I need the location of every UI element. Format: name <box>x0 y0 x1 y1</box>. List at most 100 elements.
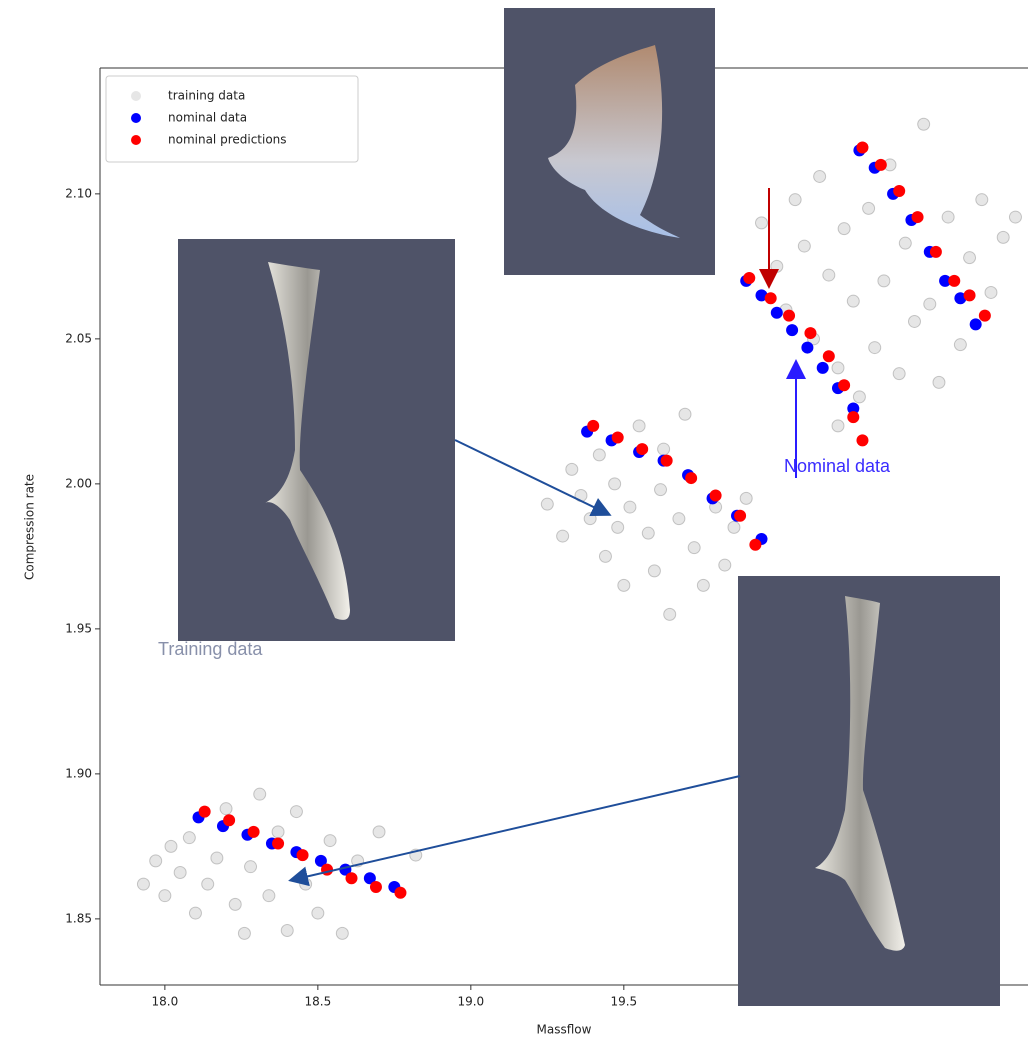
training-point <box>997 231 1009 243</box>
training-point <box>899 237 911 249</box>
nominal-point <box>223 814 235 826</box>
nominal-point <box>786 324 798 336</box>
training-point <box>985 286 997 298</box>
training-point <box>697 579 709 591</box>
nominal-point <box>838 379 850 391</box>
nominal-point <box>771 307 783 319</box>
training-point <box>814 170 826 182</box>
y-tick-label: 2.10 <box>65 186 92 200</box>
training-point <box>823 269 835 281</box>
annotation: Nominal data <box>784 456 891 476</box>
training-point <box>312 907 324 919</box>
training-point <box>566 463 578 475</box>
x-tick-label: 18.0 <box>152 995 179 1009</box>
nominal-point <box>823 350 835 362</box>
x-tick-label: 18.5 <box>304 995 331 1009</box>
nominal-point <box>847 411 859 423</box>
nominal-point <box>710 489 722 501</box>
x-axis-label: Massflow <box>537 1023 592 1037</box>
training-point <box>281 924 293 936</box>
nominal-point <box>817 362 829 374</box>
training-point <box>609 478 621 490</box>
legend-label: nominal data <box>168 111 247 125</box>
nominal-point <box>297 849 309 861</box>
y-tick-label: 1.90 <box>65 766 92 780</box>
training-point <box>137 878 149 890</box>
training-point <box>878 275 890 287</box>
training-point <box>300 878 312 890</box>
chart: 18.018.519.019.520.020.51.851.901.952.00… <box>0 0 1028 1042</box>
x-tick-label: 19.0 <box>457 995 484 1009</box>
nominal-point <box>948 275 960 287</box>
training-point <box>263 890 275 902</box>
training-point <box>593 449 605 461</box>
training-point <box>612 521 624 533</box>
training-point <box>633 420 645 432</box>
training-point <box>924 298 936 310</box>
training-point <box>174 866 186 878</box>
nominal-point <box>930 246 942 258</box>
training-point <box>557 530 569 542</box>
nominal-point <box>783 310 795 322</box>
training-point <box>272 826 284 838</box>
training-point <box>290 806 302 818</box>
training-point <box>853 391 865 403</box>
nominal-point <box>734 510 746 522</box>
nominal-point <box>685 472 697 484</box>
training-point <box>150 855 162 867</box>
nominal-point <box>612 431 624 443</box>
y-tick-label: 2.00 <box>65 476 92 490</box>
arrow <box>292 776 740 880</box>
inset-right <box>738 576 1000 1006</box>
training-point <box>869 342 881 354</box>
nominal-point <box>801 342 813 354</box>
training-point <box>373 826 385 838</box>
nominal-point <box>743 272 755 284</box>
training-point <box>658 443 670 455</box>
training-point <box>202 878 214 890</box>
training-point <box>599 550 611 562</box>
nominal-point <box>587 420 599 432</box>
training-point <box>229 898 241 910</box>
nominal-point <box>636 443 648 455</box>
training-point <box>245 861 257 873</box>
nominal-point <box>346 872 358 884</box>
training-point <box>648 565 660 577</box>
training-point <box>756 217 768 229</box>
inset-left <box>178 239 455 641</box>
training-point <box>679 408 691 420</box>
y-axis-label: Compression rate <box>23 474 37 580</box>
y-tick-label: 1.95 <box>65 621 92 635</box>
training-point <box>183 832 195 844</box>
training-point <box>719 559 731 571</box>
training-point <box>976 194 988 206</box>
training-point <box>1009 211 1021 223</box>
y-tick-label: 1.85 <box>65 911 92 925</box>
training-point <box>618 579 630 591</box>
training-point <box>673 513 685 525</box>
y-tick-label: 2.05 <box>65 331 92 345</box>
training-point <box>798 240 810 252</box>
training-point <box>789 194 801 206</box>
training-point <box>324 835 336 847</box>
page: 18.018.519.019.520.020.51.851.901.952.00… <box>0 0 1028 1042</box>
nominal-point <box>979 310 991 322</box>
training-point <box>688 542 700 554</box>
training-point <box>832 362 844 374</box>
legend-marker <box>131 91 141 101</box>
legend-marker <box>131 135 141 145</box>
nominal-point <box>856 434 868 446</box>
training-point <box>832 420 844 432</box>
training-point <box>918 118 930 130</box>
nominal-point <box>272 837 284 849</box>
nominal-point <box>661 455 673 467</box>
nominal-point <box>893 185 905 197</box>
training-point <box>238 927 250 939</box>
legend-label: nominal predictions <box>168 133 287 147</box>
inset-bg <box>178 239 455 641</box>
nominal-point <box>970 318 982 330</box>
legend-marker <box>131 113 141 123</box>
training-point <box>771 260 783 272</box>
nominal-point <box>856 141 868 153</box>
training-point <box>942 211 954 223</box>
